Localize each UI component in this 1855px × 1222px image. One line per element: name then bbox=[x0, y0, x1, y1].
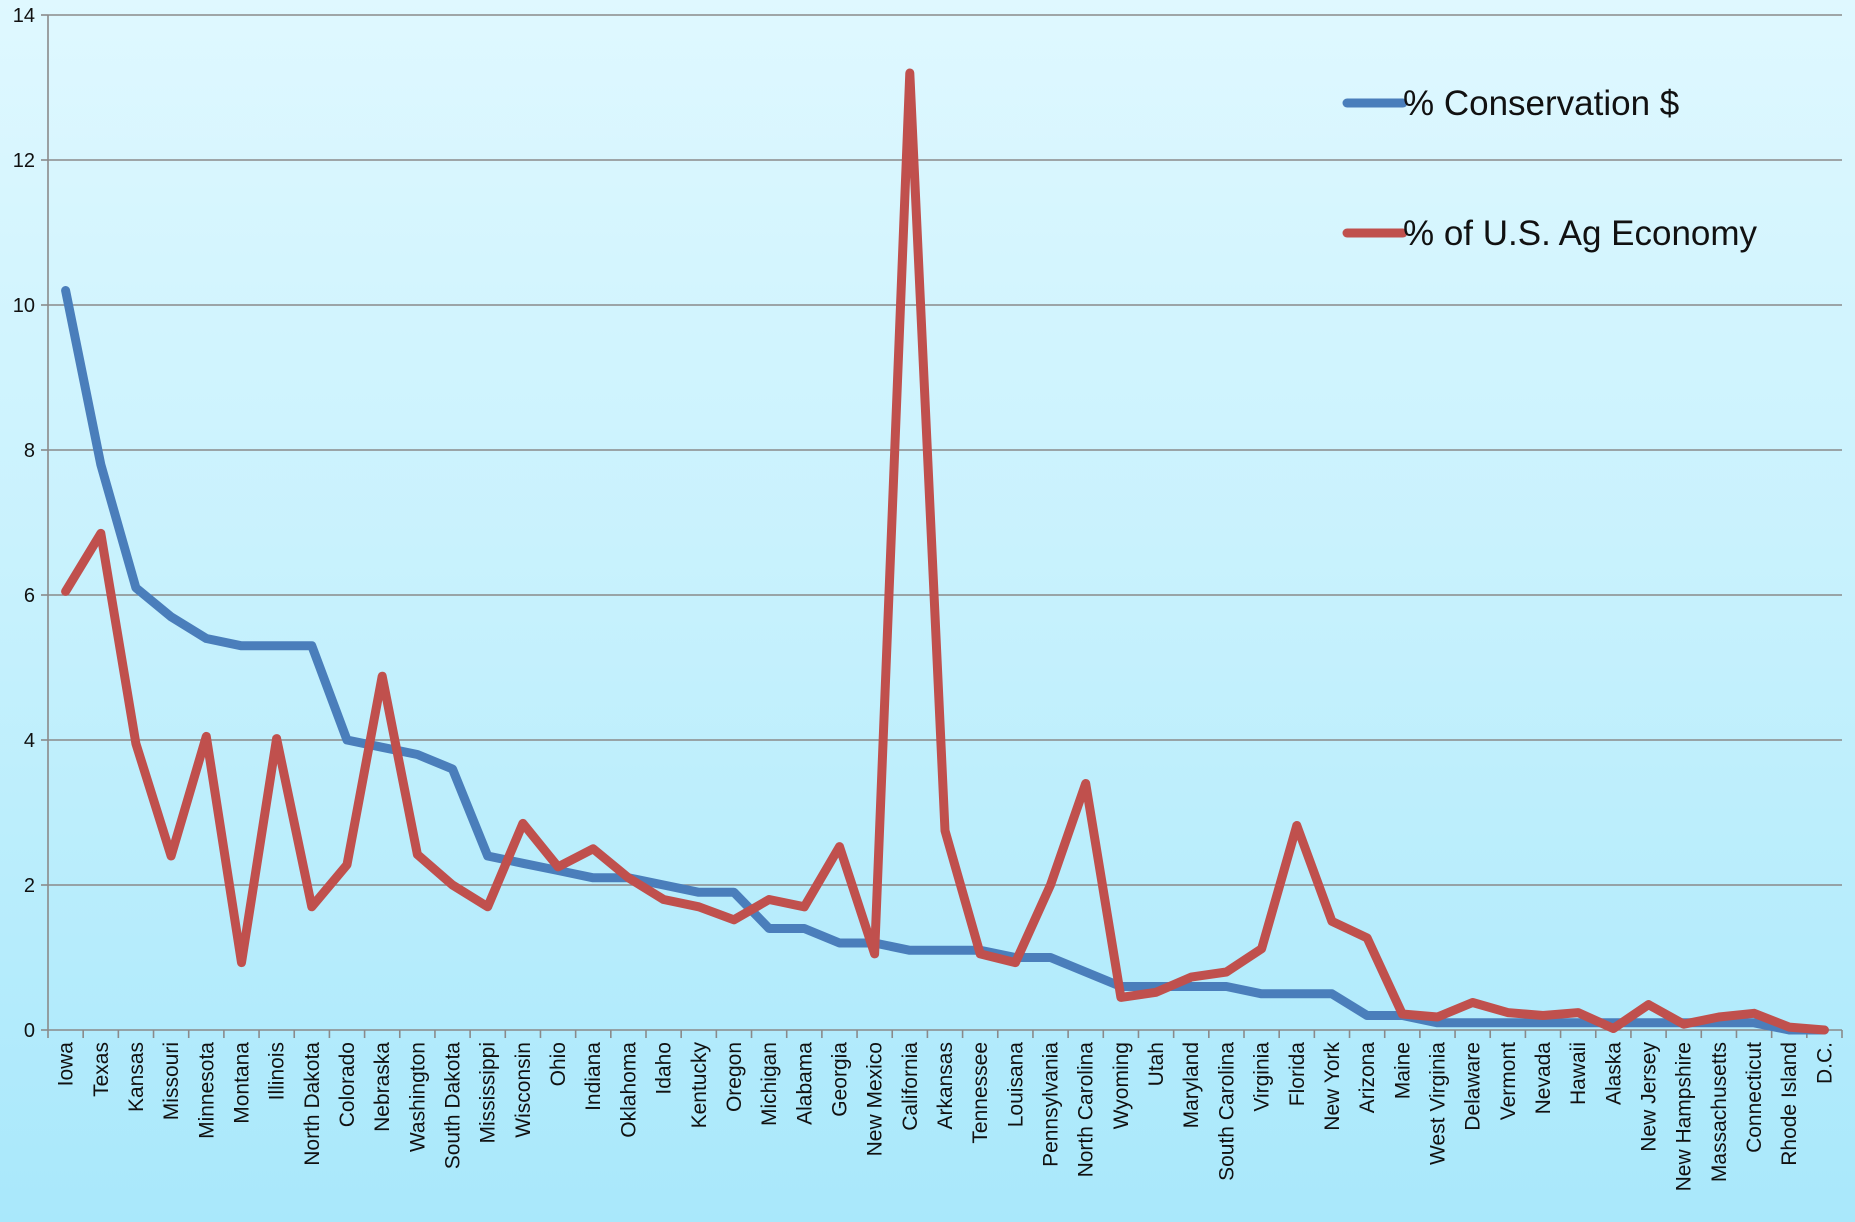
y-tick-label: 8 bbox=[24, 440, 35, 462]
y-tick-labels: 0 2 4 6 8 10 12 14 bbox=[13, 5, 35, 1042]
x-tick-label: Maine bbox=[1391, 1042, 1414, 1099]
y-tick-label: 2 bbox=[24, 875, 35, 897]
y-tick-label: 6 bbox=[24, 585, 35, 607]
x-tick-label: Nevada bbox=[1532, 1042, 1555, 1115]
x-tick-label: California bbox=[899, 1042, 922, 1131]
x-tick-label: North Dakota bbox=[301, 1042, 324, 1166]
series-lines bbox=[61, 68, 1829, 1035]
x-tick-label: Michigan bbox=[758, 1042, 781, 1126]
x-tick-label: Arkansas bbox=[934, 1042, 957, 1130]
x-tick-label: New York bbox=[1321, 1042, 1344, 1131]
series-line-2 bbox=[61, 68, 1829, 1035]
x-tick-label: Nebraska bbox=[371, 1042, 394, 1132]
x-tick-label: Rhode Island bbox=[1778, 1042, 1801, 1166]
y-tick-label: 14 bbox=[13, 5, 35, 27]
x-tick-label: Missouri bbox=[160, 1042, 183, 1120]
x-tick-label: Delaware bbox=[1462, 1042, 1485, 1131]
x-tick-label: Massachusetts bbox=[1708, 1042, 1731, 1182]
x-tick-labels: Iowa Texas Kansas Missouri Minnesota Montana I… bbox=[55, 1042, 1837, 1192]
x-tick-label: Tennessee bbox=[969, 1042, 992, 1144]
x-tick-label: New Mexico bbox=[864, 1042, 887, 1156]
x-tick-label: Iowa bbox=[55, 1042, 78, 1087]
x-tick-label: D.C. bbox=[1813, 1042, 1836, 1084]
x-tick-label: North Carolina bbox=[1075, 1042, 1098, 1178]
x-tick-label: Washington bbox=[406, 1042, 429, 1152]
y-tick-label: 12 bbox=[13, 150, 35, 172]
x-tick-label: Arizona bbox=[1356, 1042, 1379, 1114]
x-tick-label: Maryland bbox=[1180, 1042, 1203, 1128]
x-tick-label: West Virginia bbox=[1426, 1042, 1449, 1165]
x-tick-label: Montana bbox=[230, 1042, 253, 1124]
x-tick-label: Pennsylvania bbox=[1040, 1042, 1063, 1167]
x-tick-label: Utah bbox=[1145, 1042, 1168, 1086]
x-tick-label: Oregon bbox=[723, 1042, 746, 1112]
x-tick-label: Kansas bbox=[125, 1042, 148, 1112]
x-tick-label: South Dakota bbox=[442, 1042, 465, 1170]
x-tick-label: Ohio bbox=[547, 1042, 570, 1086]
x-tick-label: Mississippi bbox=[477, 1042, 500, 1144]
x-tick-label: Louisana bbox=[1004, 1042, 1027, 1128]
x-tick-label: Illinois bbox=[266, 1042, 289, 1100]
x-tick-label: Idaho bbox=[653, 1042, 676, 1095]
x-tick-label: Connecticut bbox=[1743, 1042, 1766, 1153]
series-line-1 bbox=[61, 286, 1829, 1035]
x-tick-label: Texas bbox=[90, 1042, 113, 1097]
x-tick-label: Georgia bbox=[828, 1042, 851, 1117]
legend-label: % of U.S. Ag Economy bbox=[1403, 214, 1758, 253]
x-tick-label: Indiana bbox=[582, 1042, 605, 1111]
x-tick-label: Hawaii bbox=[1567, 1042, 1590, 1105]
x-tick-label: New Hampshire bbox=[1673, 1042, 1696, 1191]
legend-label: % Conservation $ bbox=[1403, 84, 1679, 123]
x-tick-label: Wyoming bbox=[1110, 1042, 1133, 1129]
x-tick-label: Colorado bbox=[336, 1042, 359, 1127]
x-tick-label: Minnesota bbox=[195, 1042, 218, 1139]
x-tick-label: Kentucky bbox=[688, 1042, 711, 1129]
x-tick-label: New Jersey bbox=[1638, 1042, 1661, 1152]
y-tick-label: 10 bbox=[13, 295, 35, 317]
x-tick-label: Florida bbox=[1286, 1042, 1309, 1107]
y-tick-label: 0 bbox=[24, 1020, 35, 1042]
x-tick-label: Vermont bbox=[1497, 1042, 1520, 1120]
x-tick-label: Alaska bbox=[1602, 1042, 1625, 1105]
y-tick-label: 4 bbox=[24, 730, 35, 752]
x-tick-label: South Carolina bbox=[1215, 1042, 1238, 1181]
axes bbox=[41, 14, 1843, 1038]
x-tick-label: Virginia bbox=[1251, 1042, 1274, 1112]
legend: % Conservation $ % of U.S. Ag Economy bbox=[1342, 84, 1758, 253]
x-tick-label: Oklahoma bbox=[617, 1042, 640, 1138]
x-tick-label: Wisconsin bbox=[512, 1042, 535, 1138]
x-tick-label: Alabama bbox=[793, 1042, 816, 1125]
